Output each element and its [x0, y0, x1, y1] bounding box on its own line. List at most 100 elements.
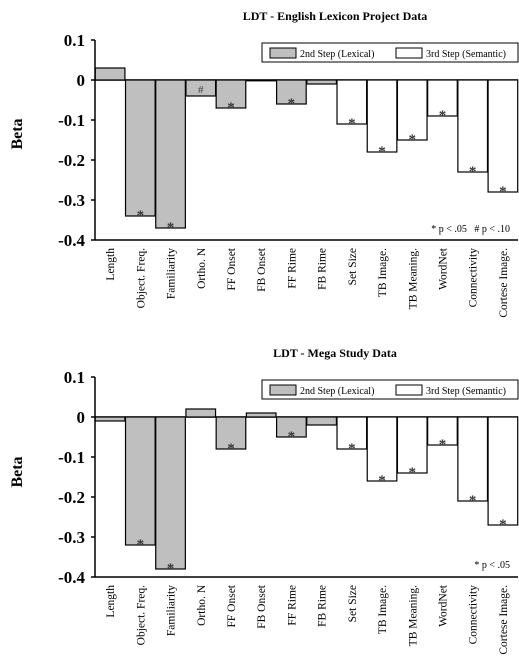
y-tick-label: 0: [77, 71, 86, 90]
bar-fb-rime: [306, 79, 338, 85]
significance-mark: *: [439, 437, 447, 453]
significance-mark: *: [378, 473, 386, 489]
bar-cortese-image: [487, 416, 519, 526]
significance-mark: *: [167, 561, 175, 577]
x-tick-label: Object. Freq.: [135, 248, 147, 308]
significance-note: * p < .05 # p < .10: [431, 224, 510, 235]
significance-mark: *: [469, 164, 477, 180]
legend-label-semantic: 3rd Step (Semantic): [426, 386, 506, 397]
bar-tb-meaning: [396, 416, 428, 474]
significance-mark: *: [227, 441, 235, 457]
x-tick-label: WordNet: [437, 584, 449, 627]
chart-title: LDT - English Lexicon Project Data: [243, 9, 428, 23]
legend-swatch-semantic: [395, 47, 423, 59]
legend-swatch-lexical: [269, 47, 297, 59]
x-tick-label: TB Meaning.: [407, 585, 419, 646]
legend-label-semantic: 3rd Step (Semantic): [426, 49, 506, 60]
significance-mark: *: [288, 429, 296, 445]
y-ticks: 0.1 0 -0.1 -0.2 -0.3 -0.4: [58, 368, 95, 587]
bar-connectivity: [457, 416, 489, 502]
bar-familiarity: [155, 79, 186, 229]
bar-fb-rime: [306, 416, 338, 426]
significance-mark: *: [409, 465, 417, 481]
significance-mark: *: [499, 184, 507, 200]
significance-marks: * * * * * * * * * *: [137, 429, 507, 577]
significance-mark: *: [288, 96, 296, 112]
significance-mark: *: [227, 100, 235, 116]
significance-mark: *: [439, 108, 447, 124]
chart-title: LDT - Mega Study Data: [273, 346, 397, 360]
legend-swatch-semantic: [395, 384, 423, 396]
x-tick-label: TB Image.: [377, 585, 389, 634]
bar-ff-rime: [275, 79, 307, 105]
significance-marks: * * # * * * * * * * *: [137, 84, 507, 236]
bar-tb-image: [366, 416, 398, 482]
x-tick-label: Ortho. N: [196, 584, 208, 626]
legend: 2nd Step (Lexical) 3rd Step (Semantic): [261, 379, 519, 400]
bar-length: [94, 416, 126, 422]
bar-object-freq: [124, 416, 156, 546]
y-tick-label: -0.1: [58, 448, 85, 467]
significance-mark: *: [137, 208, 145, 224]
x-tick-label: Cortese Image.: [498, 585, 510, 655]
chart-elp: LDT - English Lexicon Project Data Beta …: [9, 9, 519, 318]
x-tick-label: Set Size: [347, 585, 359, 622]
x-tick-label: WordNet: [437, 247, 449, 290]
y-tick-label: 0.1: [64, 368, 85, 387]
chart-mega: LDT - Mega Study Data Beta * * * * * * * * * * 0.…: [9, 346, 519, 655]
legend-box: [261, 379, 519, 400]
x-tick-label: FB Onset: [256, 247, 268, 292]
significance-mark: *: [348, 441, 356, 457]
bar-tb-meaning: [396, 79, 428, 141]
bar-wordnet: [427, 416, 458, 446]
significance-mark: *: [469, 493, 477, 509]
bar-set-size: [336, 79, 368, 125]
x-tick-label: Object. Freq.: [135, 585, 147, 645]
legend-swatch-lexical: [269, 384, 297, 396]
y-tick-label: -0.1: [58, 111, 85, 130]
bar-set-size: [336, 416, 368, 450]
significance-mark: *: [167, 220, 175, 236]
bars: [94, 67, 519, 229]
bar-object-freq: [124, 79, 156, 217]
bar-connectivity: [457, 79, 489, 173]
x-tick-label: Connectivity: [468, 585, 480, 645]
bar-fb-onset: [245, 412, 277, 418]
bar-ff-onset: [215, 416, 247, 450]
x-tick-label: Connectivity: [468, 248, 480, 308]
x-tick-label: TB Image.: [377, 248, 389, 297]
x-tick-label: TB Meaning.: [407, 248, 419, 309]
x-tick-label: Length: [105, 248, 117, 281]
legend: 2nd Step (Lexical) 3rd Step (Semantic): [261, 42, 519, 63]
bar-wordnet: [427, 79, 458, 117]
y-ticks: 0.1 0 -0.1 -0.2 -0.3 -0.4: [58, 31, 95, 250]
y-tick-label: -0.2: [58, 151, 85, 170]
x-tick-label: Familiarity: [166, 585, 178, 636]
legend-label-lexical: 2nd Step (Lexical): [300, 386, 374, 397]
significance-mark: *: [499, 517, 507, 533]
x-tick-label: Set Size: [347, 248, 359, 285]
significance-mark: #: [198, 84, 204, 96]
y-tick-label: -0.3: [58, 528, 85, 547]
x-ticks: Length Object. Freq. Familiarity Ortho. N FF…: [105, 584, 510, 654]
bars: [94, 408, 519, 570]
legend-box: [261, 42, 519, 63]
significance-mark: *: [378, 144, 386, 160]
y-tick-label: -0.4: [58, 568, 85, 587]
bar-ff-onset: [215, 79, 247, 109]
y-tick-label: 0: [77, 408, 86, 427]
legend-label-lexical: 2nd Step (Lexical): [300, 49, 374, 60]
bar-fb-onset: [245, 79, 277, 82]
significance-mark: *: [409, 132, 417, 148]
bar-familiarity: [155, 416, 186, 570]
significance-mark: *: [137, 537, 145, 553]
x-tick-label: Familiarity: [166, 248, 178, 299]
bar-tb-image: [366, 79, 398, 153]
bar-cortese-image: [487, 79, 519, 193]
x-tick-label: Ortho. N: [196, 247, 208, 289]
y-tick-label: -0.2: [58, 488, 85, 507]
y-tick-label: -0.4: [58, 231, 85, 250]
bar-ff-rime: [275, 416, 307, 438]
x-tick-label: FB Onset: [256, 584, 268, 629]
